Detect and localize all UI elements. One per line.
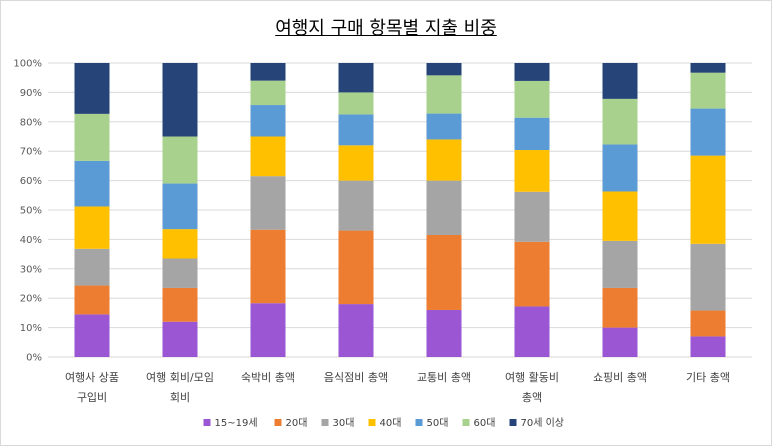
bar-segment bbox=[602, 98, 638, 145]
bar-segment bbox=[250, 229, 286, 304]
x-category-label: 여행 회비/모임 회비 bbox=[146, 371, 214, 404]
bar-segment bbox=[338, 114, 374, 146]
bar-segment bbox=[514, 241, 550, 307]
bar-segment bbox=[162, 321, 198, 357]
bar-segment bbox=[162, 136, 198, 184]
bar-segment bbox=[426, 234, 462, 310]
y-tick-label: 100% bbox=[13, 59, 42, 70]
legend-label: 20대 bbox=[286, 417, 308, 429]
legend: 15~19세 20대 30대 40대 50대 60대 70세 이상 bbox=[203, 417, 565, 429]
bar-segment bbox=[514, 117, 550, 151]
bar-segment bbox=[690, 72, 726, 109]
bar-segment bbox=[338, 304, 374, 357]
bar-segment bbox=[250, 63, 286, 81]
bar-segment bbox=[602, 144, 638, 192]
x-category-label: 음식점비 총액 bbox=[324, 371, 388, 384]
bar-segment bbox=[690, 155, 726, 244]
y-tick-label: 90% bbox=[20, 88, 42, 99]
bar-segment bbox=[162, 229, 198, 259]
y-tick-label: 30% bbox=[20, 264, 42, 275]
y-tick-label: 50% bbox=[20, 206, 42, 217]
bar-segment bbox=[602, 240, 638, 288]
legend-swatch bbox=[321, 419, 329, 426]
legend-label: 70세 이상 bbox=[521, 417, 565, 429]
y-tick-label: 60% bbox=[20, 176, 42, 187]
bar-segment bbox=[74, 285, 110, 315]
bar-segment bbox=[690, 310, 726, 337]
bar-segment bbox=[602, 287, 638, 328]
bar-segment bbox=[338, 145, 374, 181]
bar-segment bbox=[602, 191, 638, 241]
bar-segment bbox=[426, 309, 462, 357]
bar-segment bbox=[74, 113, 110, 161]
bars bbox=[74, 63, 726, 357]
x-axis-labels: 여행사 상품 구입비 여행 회비/모임 회비 숙박비 총액 음식점비 총액 교통비 총액 여행… bbox=[65, 370, 730, 404]
legend-swatch bbox=[368, 419, 376, 426]
legend-swatch bbox=[462, 419, 470, 426]
bar-segment bbox=[250, 136, 286, 177]
gridlines bbox=[48, 62, 752, 358]
bar-segment bbox=[426, 63, 462, 76]
bar-segment bbox=[338, 92, 374, 115]
chart-title: 여행지 구매 항목별 지출 비중 bbox=[275, 18, 497, 39]
y-tick-label: 70% bbox=[20, 147, 42, 158]
bar-segment bbox=[338, 180, 374, 231]
bar-segment bbox=[250, 176, 286, 230]
y-tick-label: 20% bbox=[20, 294, 42, 305]
bar-segment bbox=[74, 206, 110, 249]
bar-segment bbox=[514, 191, 550, 242]
x-category-label: 여행 활동비 총액 bbox=[505, 370, 559, 404]
bar-segment bbox=[74, 160, 110, 207]
bar-segment bbox=[162, 258, 198, 288]
legend-swatch bbox=[274, 419, 282, 426]
bar-segment bbox=[514, 63, 550, 81]
bar-segment bbox=[602, 63, 638, 99]
bar-segment bbox=[162, 287, 198, 322]
x-category-label: 숙박비 총액 bbox=[241, 371, 295, 384]
bar-segment bbox=[250, 303, 286, 357]
bar-segment bbox=[250, 105, 286, 137]
bar-segment bbox=[162, 183, 198, 230]
x-category-label: 기타 총액 bbox=[686, 371, 730, 384]
bar-segment bbox=[426, 180, 462, 235]
bar-segment bbox=[74, 63, 110, 114]
bar-segment bbox=[338, 230, 374, 305]
x-category-label: 쇼핑비 총액 bbox=[593, 371, 647, 384]
y-tick-label: 40% bbox=[20, 235, 42, 246]
bar-segment bbox=[426, 139, 462, 181]
bar-segment bbox=[426, 75, 462, 114]
bar-segment bbox=[250, 80, 286, 106]
bar-segment bbox=[514, 80, 550, 118]
bar-segment bbox=[602, 327, 638, 357]
legend-swatch bbox=[415, 419, 423, 426]
legend-label: 15~19세 bbox=[215, 417, 258, 429]
bar-segment bbox=[426, 113, 462, 140]
legend-swatch bbox=[203, 419, 211, 426]
y-axis-ticks: 0% 10% 20% 30% 40% 50% 60% 70% 80% 90% 100% bbox=[13, 59, 42, 364]
legend-label: 60대 bbox=[474, 417, 496, 429]
bar-segment bbox=[514, 150, 550, 192]
y-tick-label: 10% bbox=[20, 323, 42, 334]
y-tick-label: 80% bbox=[20, 117, 42, 128]
bar-segment bbox=[690, 336, 726, 357]
bar-segment bbox=[690, 108, 726, 156]
bar-segment bbox=[162, 63, 198, 137]
bar-segment bbox=[74, 314, 110, 357]
legend-label: 30대 bbox=[333, 417, 355, 429]
bar-segment bbox=[690, 63, 726, 73]
y-tick-label: 0% bbox=[26, 353, 42, 364]
x-category-label: 여행사 상품 구입비 bbox=[65, 371, 119, 404]
bar-segment bbox=[690, 243, 726, 311]
bar-segment bbox=[514, 306, 550, 357]
bar-segment bbox=[74, 248, 110, 286]
x-category-label: 교통비 총액 bbox=[417, 371, 471, 384]
legend-swatch bbox=[509, 419, 517, 426]
legend-label: 50대 bbox=[427, 417, 449, 429]
bar-segment bbox=[338, 63, 374, 93]
legend-label: 40대 bbox=[380, 417, 402, 429]
